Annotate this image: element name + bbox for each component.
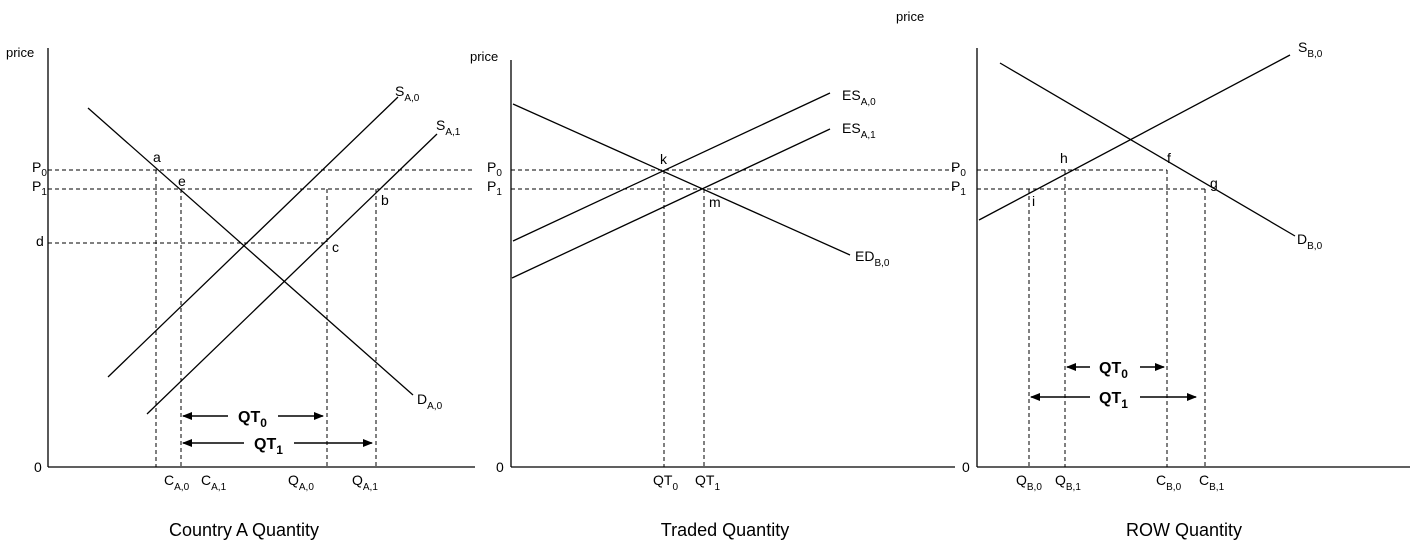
panel-r-qt0-label-bg <box>1090 355 1140 381</box>
panel-a-s1-label: SA,1 <box>436 117 461 138</box>
panel-r-xtick-cb0: CB,0 <box>1156 472 1182 493</box>
panel-a-xtick-qa1: QA,1 <box>352 472 378 493</box>
panel-a-y-axis-label: price <box>6 45 34 60</box>
orphan-price-label: price <box>896 9 924 24</box>
panel-r-d0-label: DB,0 <box>1297 231 1323 252</box>
panel-t-xtick-qt0: QT0 <box>653 472 678 493</box>
panel-a-point-b: b <box>381 192 389 208</box>
panel-t-xtick-qt1: QT1 <box>695 472 720 493</box>
panel-a-title: Country A Quantity <box>169 520 319 540</box>
panel-r-point-i: i <box>1032 193 1035 209</box>
panel-a-point-a: a <box>153 149 161 165</box>
panel-traded: price 0 price P0 P1 ESA,0 ESA,1 EDB,0 k … <box>470 9 955 540</box>
panel-a-xtick-ca0: CA,0 <box>164 472 190 493</box>
panel-r-point-h: h <box>1060 150 1068 166</box>
panel-a-p0-label: P0 <box>32 159 47 179</box>
panel-row: 0 P0 P1 SB,0 DB,0 h f i g QT0 QT1 QB,0 Q… <box>951 39 1410 540</box>
panel-r-origin-label: 0 <box>962 459 970 475</box>
panel-a-qt0-label: QT0 <box>238 409 267 430</box>
panel-a-supply-0-curve <box>107 96 399 378</box>
panel-t-y-axis-label: price <box>470 49 498 64</box>
panel-r-p0-label: P0 <box>951 159 966 179</box>
panel-r-demand-curve <box>999 62 1296 237</box>
panel-a-origin-label: 0 <box>34 459 42 475</box>
panel-r-xtick-qb1: QB,1 <box>1055 472 1081 493</box>
panel-t-excess-supply-0-curve <box>512 92 831 242</box>
panel-r-supply-curve <box>978 54 1291 221</box>
panel-a-xtick-ca1: CA,1 <box>201 472 227 493</box>
panel-r-qt1-label: QT1 <box>1099 390 1128 411</box>
panel-t-ed0-label: EDB,0 <box>855 248 890 269</box>
panel-r-xtick-qb0: QB,0 <box>1016 472 1042 493</box>
panel-r-title: ROW Quantity <box>1126 520 1242 540</box>
panel-t-excess-demand-curve <box>512 103 851 256</box>
panel-t-title: Traded Quantity <box>661 520 789 540</box>
panel-t-excess-supply-1-curve <box>511 128 831 279</box>
panel-r-point-g: g <box>1210 175 1218 191</box>
panel-a-d-label: d <box>36 233 44 249</box>
panel-a-qt0-label-bg <box>228 404 278 430</box>
panel-a-qt1-label: QT1 <box>254 436 283 457</box>
panel-r-point-f: f <box>1167 150 1171 166</box>
panel-a-point-e: e <box>178 173 186 189</box>
panel-a-p1-label: P1 <box>32 178 47 198</box>
panel-a-xtick-qa0: QA,0 <box>288 472 314 493</box>
panel-a-point-c: c <box>332 239 339 255</box>
panel-t-origin-label: 0 <box>496 459 504 475</box>
panel-a-supply-1-curve <box>146 133 438 415</box>
panel-r-qt1-label-bg <box>1090 385 1140 411</box>
panel-r-p1-label: P1 <box>951 178 966 198</box>
panel-t-es1-label: ESA,1 <box>842 120 876 141</box>
panel-r-xtick-cb1: CB,1 <box>1199 472 1225 493</box>
panel-t-p1-label: P1 <box>487 178 502 198</box>
panel-t-p0-label: P0 <box>487 159 502 179</box>
panel-a-qt1-label-bg <box>244 431 294 457</box>
panel-t-point-m: m <box>709 194 721 210</box>
panel-r-qt0-label: QT0 <box>1099 360 1128 381</box>
panel-a-d0-label: DA,0 <box>417 391 443 412</box>
panel-t-point-k: k <box>660 151 668 167</box>
panel-a-demand-curve <box>87 107 414 396</box>
panel-r-s0-label: SB,0 <box>1298 39 1323 60</box>
panel-a-s0-label: SA,0 <box>395 83 420 104</box>
panel-country-a: price 0 P0 P1 d SA,0 SA,1 DA,0 a e b c Q… <box>6 45 475 540</box>
panel-t-es0-label: ESA,0 <box>842 87 876 108</box>
